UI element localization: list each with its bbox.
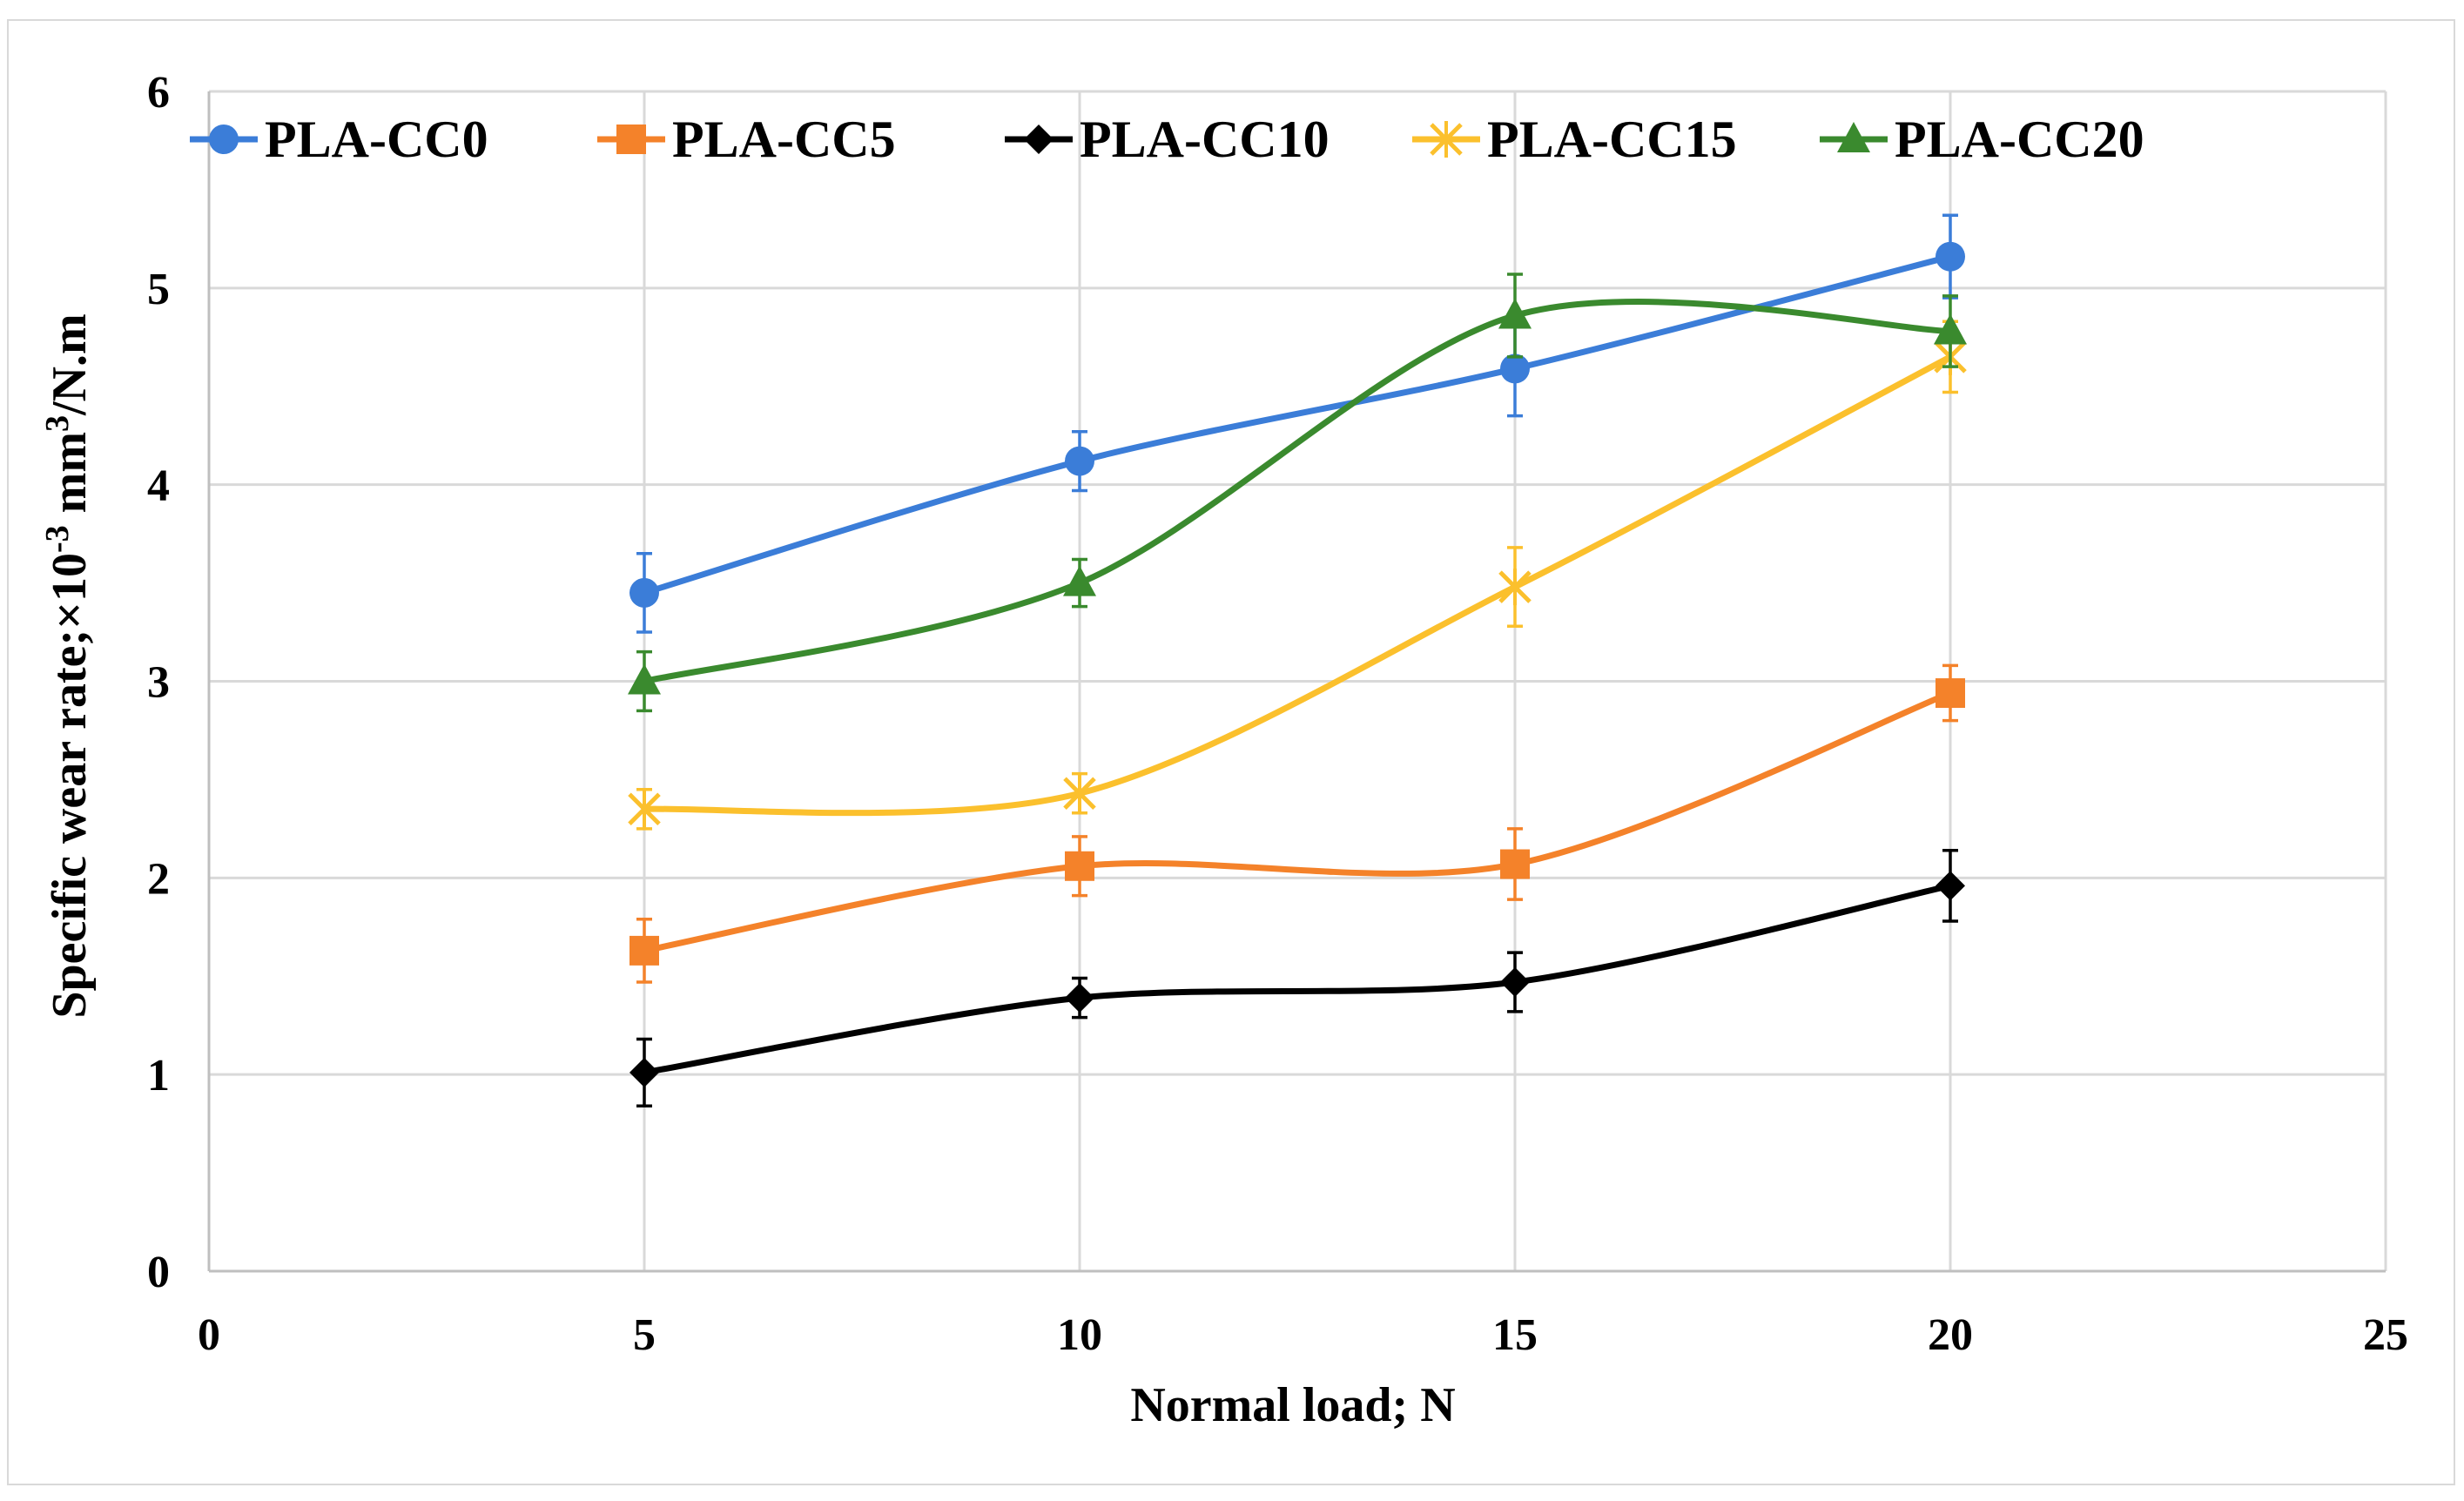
data-point	[629, 935, 659, 966]
data-point	[1065, 446, 1094, 476]
legend-label: PLA-CC5	[672, 111, 896, 168]
data-point	[1936, 871, 1965, 901]
x-tick-label: 0	[198, 1310, 220, 1360]
chart-frame	[7, 19, 2455, 1485]
y-tick-label: 5	[147, 265, 170, 314]
y-axis-title-superscript: 3	[39, 415, 76, 432]
x-tick-label: 10	[1057, 1310, 1102, 1360]
data-point	[1500, 353, 1530, 384]
axes	[207, 91, 2386, 1273]
data-point	[1936, 241, 1965, 272]
x-tick-label: 15	[1492, 1310, 1538, 1360]
y-tick-label: 6	[147, 68, 170, 118]
legend: PLA-CC0 PLA-CC5 PLA-CC10 PLA-CC15 PLA-CC20	[190, 111, 2144, 168]
series-pla-cc5	[629, 663, 1965, 984]
data-point	[1500, 849, 1530, 879]
x-axis-title: Normal load; N	[1130, 1378, 1455, 1432]
data-point	[629, 577, 659, 608]
data-point	[1063, 565, 1096, 596]
series-line	[641, 882, 1954, 1076]
series-pla-cc20	[628, 273, 1967, 713]
ticks: 0 1 2 3 4 5 6 0 5 10 15 20 25	[147, 68, 2408, 1360]
data-point	[629, 1057, 659, 1087]
x-tick-label: 25	[2363, 1310, 2408, 1360]
series-layer	[628, 213, 1967, 1108]
legend-marker	[209, 125, 239, 154]
legend-marker	[1430, 121, 1463, 158]
y-axis-title-part: mm	[43, 432, 97, 525]
data-point	[1063, 775, 1096, 812]
y-tick-label: 4	[147, 461, 170, 511]
series-line	[641, 690, 1954, 954]
legend-item: PLA-CC10	[1005, 111, 1330, 168]
legend-marker	[1024, 125, 1054, 154]
y-tick-label: 3	[147, 658, 170, 708]
legend-label: PLA-CC10	[1080, 111, 1330, 168]
series-line	[641, 353, 1954, 817]
y-tick-label: 0	[147, 1248, 170, 1297]
legend-marker	[1837, 122, 1870, 152]
data-point	[1065, 851, 1094, 881]
legend-marker	[616, 125, 646, 154]
data-point	[628, 663, 661, 695]
series-pla-cc15	[628, 320, 1967, 831]
series-pla-cc0	[629, 213, 1965, 634]
x-tick-label: 20	[1928, 1310, 1973, 1360]
data-point	[1934, 313, 1967, 345]
series-pla-cc10	[629, 848, 1965, 1108]
legend-item: PLA-CC0	[190, 111, 488, 168]
y-axis-title-part: /N.m	[43, 313, 97, 416]
y-tick-label: 1	[147, 1051, 170, 1101]
y-tick-label: 2	[147, 854, 170, 904]
legend-label: PLA-CC0	[265, 111, 488, 168]
data-point	[1500, 967, 1530, 998]
y-axis-title-superscript: -3	[39, 525, 76, 553]
legend-label: PLA-CC20	[1895, 111, 2144, 168]
legend-item: PLA-CC20	[1820, 111, 2144, 168]
data-point	[1498, 298, 1532, 329]
legend-item: PLA-CC5	[597, 111, 896, 168]
y-axis-title-part: Specific wear rate;×10	[43, 553, 97, 1019]
legend-item: PLA-CC15	[1412, 111, 1737, 168]
y-axis-title: Specific wear rate;×10-3 mm3/N.m	[39, 313, 97, 1018]
grid	[209, 90, 2387, 1271]
legend-label: PLA-CC15	[1487, 111, 1737, 168]
data-point	[1936, 678, 1965, 709]
data-point	[1065, 983, 1094, 1013]
data-point	[1498, 569, 1532, 606]
data-point	[628, 791, 661, 828]
x-tick-label: 5	[633, 1310, 656, 1360]
series-line	[641, 299, 1954, 684]
